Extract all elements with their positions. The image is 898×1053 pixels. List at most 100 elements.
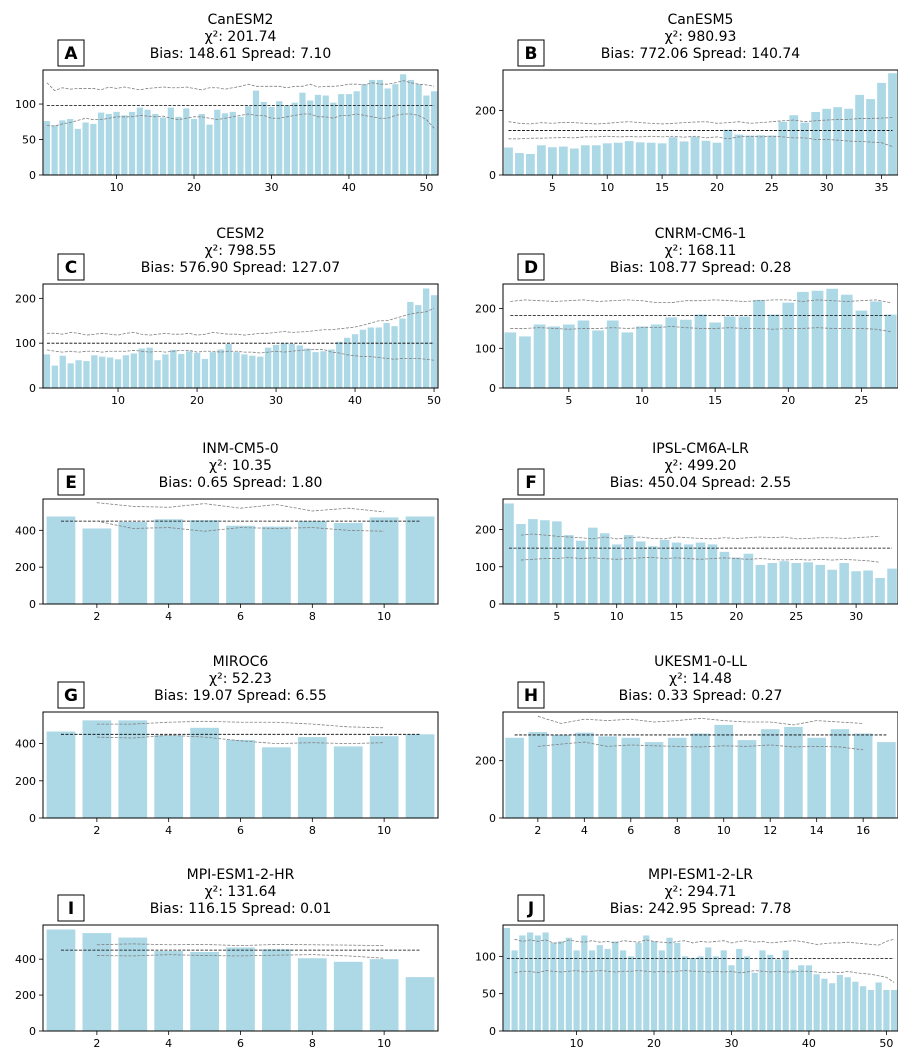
bar: [59, 120, 66, 175]
x-tick-label: 8: [309, 1037, 316, 1050]
bar: [755, 564, 766, 604]
bar: [619, 950, 627, 1031]
bar: [359, 329, 367, 388]
model-title: CNRM-CM6-1: [655, 226, 747, 242]
bar: [646, 142, 656, 175]
bar: [190, 951, 219, 1031]
bar: [527, 932, 534, 1031]
bar: [573, 950, 580, 1031]
bar: [767, 314, 780, 388]
bar: [798, 965, 805, 1031]
bar: [237, 116, 244, 175]
bar: [503, 927, 510, 1031]
bar: [805, 965, 813, 1031]
bar: [146, 347, 153, 388]
bar: [701, 140, 711, 175]
y-tick-label: 200: [475, 303, 496, 316]
bar: [537, 145, 546, 175]
bar: [400, 74, 407, 175]
x-tick-label: 40: [342, 181, 356, 194]
x-tick-label: 6: [627, 824, 634, 837]
bar: [860, 986, 867, 1031]
bar: [815, 564, 825, 604]
bar: [756, 135, 766, 175]
bar: [635, 942, 642, 1031]
bar: [504, 503, 514, 604]
bar: [252, 90, 260, 175]
bar: [813, 974, 820, 1031]
x-tick-label: 50: [419, 181, 433, 194]
bar: [720, 950, 727, 1031]
bar: [550, 942, 557, 1031]
bar: [577, 320, 590, 388]
x-tick-label: 50: [427, 394, 441, 407]
bar: [887, 568, 897, 604]
axes-frame: [502, 283, 898, 389]
bar: [789, 115, 799, 175]
x-tick-label: 10: [635, 394, 649, 407]
bar: [159, 117, 167, 175]
bar: [226, 739, 255, 818]
bar: [569, 148, 579, 175]
upper-band-line: [537, 715, 864, 726]
x-tick-label: 5: [565, 394, 572, 407]
y-tick-label: 0: [29, 598, 36, 611]
bar: [299, 92, 306, 175]
y-tick-label: 0: [489, 598, 496, 611]
bar: [206, 124, 213, 175]
x-tick-label: 5: [553, 610, 560, 623]
bar: [391, 326, 398, 388]
bar: [576, 540, 586, 604]
model-title: MIROC6: [213, 654, 269, 670]
bar: [118, 720, 148, 818]
bar: [627, 956, 634, 1031]
bar: [504, 332, 517, 388]
bar: [575, 732, 594, 818]
bar: [587, 527, 598, 604]
bias-spread-label: Bias: 450.04 Spread: 2.55: [610, 475, 792, 491]
bar: [728, 965, 735, 1031]
bar: [712, 142, 722, 175]
bar: [707, 544, 718, 604]
axes-frame: [502, 924, 898, 1032]
bar: [399, 318, 406, 388]
bar: [245, 106, 252, 175]
bar: [351, 334, 359, 388]
lower-band-line: [537, 741, 864, 751]
bar: [534, 935, 541, 1031]
bar: [689, 957, 696, 1031]
bar: [67, 118, 74, 175]
x-tick-label: 25: [854, 394, 868, 407]
bar: [743, 956, 751, 1031]
bar: [784, 726, 803, 818]
bar: [415, 84, 422, 175]
bar: [840, 294, 853, 388]
bar: [581, 935, 588, 1031]
bar: [75, 360, 82, 388]
x-tick-label: 16: [856, 824, 870, 837]
upper-band-line: [96, 720, 385, 729]
bar: [407, 79, 414, 175]
bar: [650, 941, 658, 1031]
panel-letter-box: [517, 253, 545, 281]
bias-spread-label: Bias: 576.90 Spread: 127.07: [141, 260, 340, 276]
panel-letter-box: [517, 39, 545, 67]
x-tick-label: 20: [729, 610, 743, 623]
bar: [276, 101, 283, 175]
bar: [154, 735, 184, 818]
bar: [178, 353, 185, 388]
bar: [82, 933, 112, 1031]
bar: [800, 122, 810, 175]
bar: [533, 324, 546, 388]
model-title: CESM2: [216, 226, 265, 242]
x-tick-label: 14: [810, 824, 824, 837]
upper-band-line: [46, 307, 435, 336]
x-tick-label: 2: [93, 1037, 100, 1050]
bar: [528, 519, 538, 604]
panel-letter: A: [64, 44, 78, 64]
bar: [611, 544, 622, 604]
y-tick-label: 50: [22, 134, 36, 147]
bar: [198, 113, 205, 175]
